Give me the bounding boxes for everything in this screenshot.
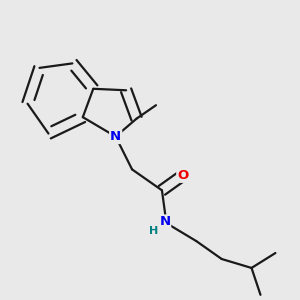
Text: O: O [177,169,188,182]
Text: H: H [149,226,158,236]
Text: N: N [159,215,170,228]
Text: N: N [110,130,121,143]
